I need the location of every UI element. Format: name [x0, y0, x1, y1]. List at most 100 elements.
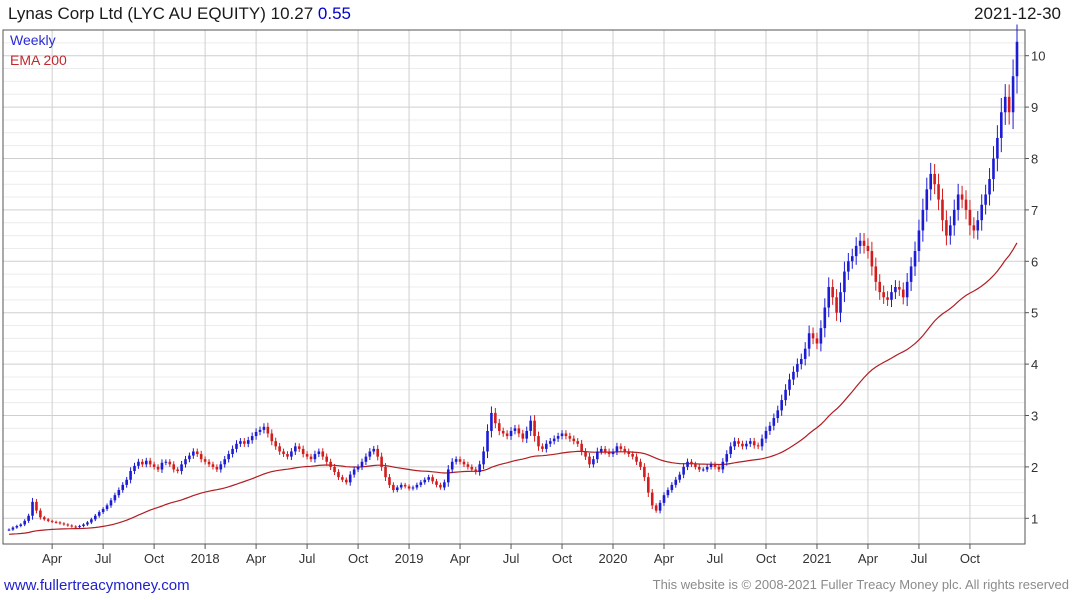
candle-body [86, 522, 89, 525]
candle-body [403, 484, 407, 487]
candle-body [847, 261, 850, 272]
y-tick-label: 8 [1031, 152, 1038, 167]
y-tick-label: 1 [1031, 511, 1038, 526]
candle-body [243, 441, 246, 444]
candle-body [392, 484, 395, 491]
candle-body [619, 446, 623, 449]
candle-body [623, 448, 627, 452]
candle-body [552, 438, 556, 442]
candle-body [925, 189, 929, 210]
candle-body [454, 459, 458, 462]
candle-body [580, 443, 583, 452]
candle-body [870, 251, 874, 267]
candle-body [819, 328, 823, 344]
candle-body [525, 430, 529, 439]
candle-body [93, 515, 97, 520]
candle-body [317, 451, 321, 455]
candle-body [435, 481, 438, 485]
candle-body [564, 433, 568, 437]
candle-body [878, 281, 882, 293]
x-tick-label: Oct [552, 551, 573, 566]
candle-body [19, 524, 23, 527]
candle-body [647, 477, 650, 493]
x-tick-label: Oct [348, 551, 369, 566]
x-tick-label: Jul [503, 551, 520, 566]
candle-body [799, 358, 803, 365]
candle-body [168, 461, 172, 465]
candle-body [368, 451, 372, 457]
candle-body [313, 454, 317, 460]
candle-body [996, 137, 999, 159]
y-tick-label: 5 [1031, 306, 1038, 321]
candle-body [211, 464, 215, 467]
candle-body [670, 484, 674, 491]
candle-body [66, 524, 70, 526]
candle-body [635, 456, 638, 462]
candle-body [748, 441, 752, 444]
candle-body [74, 526, 77, 528]
candle-body [607, 451, 611, 455]
candle-body [760, 438, 764, 447]
candle-body [439, 484, 442, 488]
website-link[interactable]: www.fullertreacymoney.com [4, 577, 190, 594]
candle-body [176, 469, 179, 472]
candle-body [266, 426, 270, 434]
candle-body [992, 158, 995, 180]
y-tick-label: 7 [1031, 203, 1038, 218]
candle-body [129, 471, 132, 480]
candle-body [513, 428, 517, 431]
candle-body [411, 487, 415, 489]
candle-body [62, 523, 66, 525]
candle-body [780, 400, 783, 411]
candle-body [807, 333, 811, 349]
candle-body [35, 501, 38, 511]
candle-body [545, 443, 548, 449]
candle-body [811, 333, 815, 339]
candle-body [39, 510, 42, 518]
candle-body [701, 469, 705, 471]
candle-body [360, 461, 364, 467]
y-tick-label: 6 [1031, 254, 1038, 269]
candle-body [964, 199, 968, 210]
candle-body [733, 441, 736, 447]
candle-body [1011, 76, 1015, 113]
candle-body [27, 515, 30, 521]
candle-body [909, 266, 913, 282]
candle-body [101, 509, 105, 513]
candle-body [631, 454, 634, 457]
candle-body [517, 428, 521, 434]
candle-body [796, 364, 799, 372]
candle-body [184, 459, 187, 465]
candle-body [11, 527, 15, 530]
candle-body [427, 477, 430, 480]
copyright-notice: This website is © 2008-2021 Fuller Treac… [652, 577, 1069, 592]
candle-body [380, 456, 383, 467]
candle-body [611, 451, 615, 455]
candle-body [356, 466, 360, 470]
candle-body [827, 287, 831, 308]
candle-body [905, 281, 909, 298]
x-tick-label: Jul [911, 551, 928, 566]
candle-body [486, 430, 489, 452]
candle-body [784, 389, 787, 401]
candle-body [627, 451, 631, 455]
candle-body [125, 479, 128, 485]
candle-body [850, 256, 854, 262]
candle-body [235, 443, 238, 449]
candle-body [376, 448, 379, 457]
candle-body [478, 464, 481, 473]
candle-body [494, 412, 497, 424]
candle-body [415, 484, 419, 488]
plot-frame [2, 29, 1026, 545]
candle-body [584, 451, 587, 457]
candle-body [741, 443, 744, 447]
candle-body [890, 292, 893, 300]
y-tick-label: 10 [1031, 49, 1045, 64]
y-tick-label: 9 [1031, 100, 1038, 115]
candle-body [725, 454, 729, 462]
candle-body [345, 479, 348, 483]
candle-body [188, 455, 191, 460]
candle-body [576, 441, 580, 444]
candle-body [556, 436, 560, 439]
candle-body [325, 456, 328, 462]
